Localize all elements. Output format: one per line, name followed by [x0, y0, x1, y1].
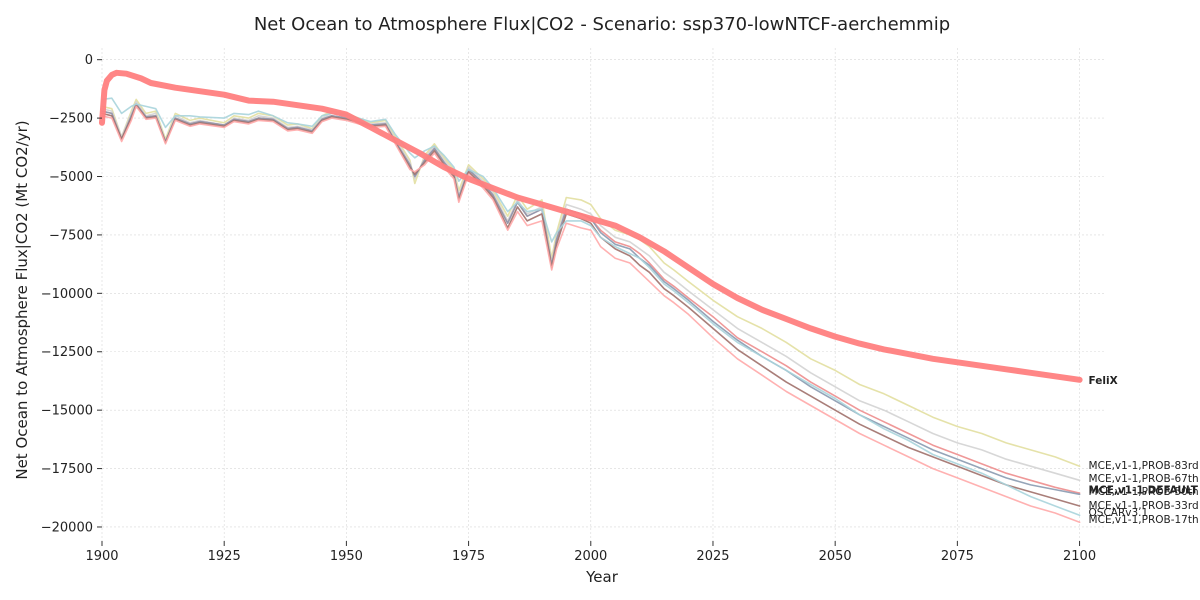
y-tick-label: −5000: [49, 170, 93, 185]
x-axis: 1900 1925 1950 1975 2000 2025 2050 2075 2100: [85, 541, 1096, 564]
series-end-label: MCE,v1-1,PROB-17th: [1089, 514, 1199, 526]
series-line-mce-v1-1-prob-83rd: [101, 98, 1081, 467]
y-tick-label: −15000: [41, 404, 93, 419]
y-tick-label: −17500: [41, 462, 93, 477]
series-line-felix: [99, 69, 1083, 383]
series-end-label: MCE,v1-1,PROB-83rd: [1089, 460, 1199, 472]
x-tick-label: 1925: [208, 549, 241, 564]
series-line-mce-v1-1-prob-17th: [101, 105, 1081, 524]
series-end-label: MCE,v1-1,PROB-67th: [1089, 473, 1199, 485]
series-end-label: MCE,v1-1,DEFAULT: [1089, 485, 1199, 497]
x-tick-label: 1950: [330, 549, 363, 564]
y-tick-label: −20000: [41, 520, 93, 535]
y-tick-label: −2500: [49, 112, 93, 127]
x-tick-label: 2000: [574, 549, 607, 564]
x-tick-label: 1975: [452, 549, 485, 564]
x-tick-label: 2025: [696, 549, 729, 564]
x-tick-label: 2050: [819, 549, 852, 564]
series-line-mce-v1-1-default: [101, 103, 1081, 494]
y-axis-label: Net Ocean to Atmosphere Flux|CO2 (Mt CO2…: [13, 120, 31, 479]
series-lines: [99, 69, 1083, 524]
x-tick-label: 2100: [1063, 549, 1096, 564]
series-line-mce-v1-1-prob-33rd: [101, 104, 1081, 507]
y-tick-label: −12500: [41, 345, 93, 360]
chart-title: Net Ocean to Atmosphere Flux|CO2 - Scena…: [254, 14, 950, 35]
series-line-oscarv3-1: [101, 97, 1081, 517]
series-end-label: OSCARv3.1: [1089, 507, 1149, 519]
x-axis-label: Year: [585, 568, 619, 586]
y-tick-label: −7500: [49, 228, 93, 243]
series-end-label: FeliX: [1089, 375, 1118, 387]
series-line-mce-v1-1-prob-50th: [101, 103, 1081, 496]
series-labels: FeliX MCE,v1-1,PROB-83rdMCE,v1-1,PROB-67t…: [1089, 375, 1199, 526]
x-tick-label: 2075: [941, 549, 974, 564]
series-end-label: MCE,v1-1,PROB-50th: [1089, 486, 1199, 498]
x-tick-label: 1900: [85, 549, 118, 564]
y-axis: 0 −2500 −5000 −7500 −10000 −12500 −15000 −17500…: [41, 53, 102, 535]
y-tick-label: −10000: [41, 287, 93, 302]
series-end-label: MCE,v1-1,PROB-33rd: [1089, 500, 1199, 512]
y-tick-label: 0: [85, 53, 93, 68]
series-line-mce-v1-1-prob-67th: [101, 100, 1081, 482]
